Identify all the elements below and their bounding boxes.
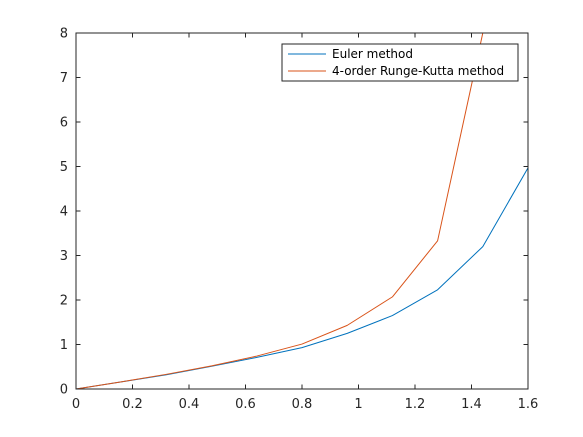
x-tick-label: 1 xyxy=(354,397,362,412)
legend: Euler method 4-order Runge-Kutta method xyxy=(281,43,519,82)
y-tick-label: 5 xyxy=(60,160,68,175)
legend-label-2: 4-order Runge-Kutta method xyxy=(332,64,504,78)
series-line-2 xyxy=(76,33,528,389)
y-tick-label: 6 xyxy=(60,116,68,131)
y-tick-label: 3 xyxy=(60,249,68,264)
y-tick-label: 4 xyxy=(60,205,68,220)
y-tick-label: 7 xyxy=(60,71,68,86)
series-layer xyxy=(76,33,528,389)
plot-area xyxy=(76,33,528,389)
y-tick-label: 1 xyxy=(60,338,68,353)
x-tick-label: 1.6 xyxy=(518,397,539,412)
x-tick-label: 0.4 xyxy=(179,397,200,412)
legend-label-1: Euler method xyxy=(332,47,413,61)
tick-layer: 0 0.2 0.4 0.6 0.8 1 1.2 1.4 1.6 0 1 2 3 4 5 6 7 8 xyxy=(60,27,539,413)
x-tick-label: 1.4 xyxy=(461,397,482,412)
x-tick-label: 0 xyxy=(72,397,80,412)
x-tick-label: 0.8 xyxy=(292,397,313,412)
x-tick-label: 0.2 xyxy=(122,397,143,412)
x-tick-label: 0.6 xyxy=(235,397,256,412)
x-tick-label: 1.2 xyxy=(405,397,426,412)
legend-box xyxy=(281,43,519,82)
y-tick-label: 2 xyxy=(60,294,68,309)
y-tick-label: 8 xyxy=(60,27,68,42)
y-tick-label: 0 xyxy=(60,383,68,398)
